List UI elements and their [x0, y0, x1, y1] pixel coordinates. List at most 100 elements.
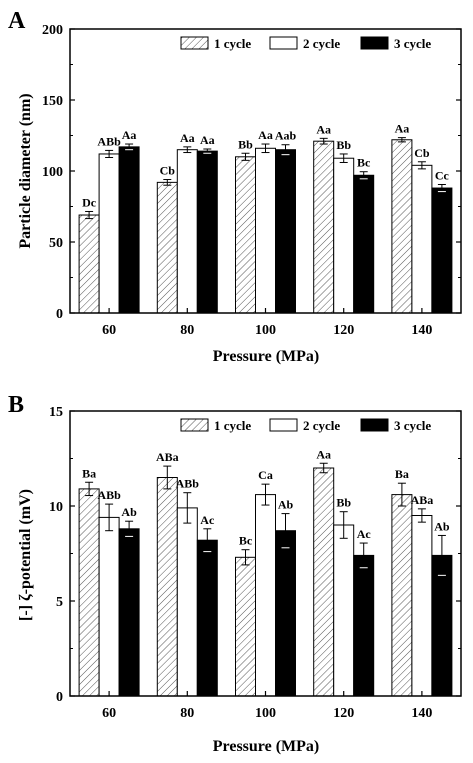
panel-b-data-label: Ca	[258, 468, 273, 482]
panel-b-x-tick-label: 80	[180, 706, 194, 721]
panel-b-data-label: Ac	[200, 513, 215, 527]
panel-a-data-label: Bc	[357, 156, 371, 170]
panel-a-x-tick-label: 140	[411, 323, 432, 338]
panel-b-x-axis-title: Pressure (MPa)	[213, 738, 319, 755]
panel-a-bar	[333, 157, 355, 314]
panel-a-legend-label: 1 cycle	[214, 36, 251, 51]
panel-b: B 051015BaABbAb60ABaABbAc80BcCaAb100AaBb…	[8, 392, 462, 755]
panel-a-bar	[255, 147, 276, 314]
panel-b-legend-label: 2 cycle	[303, 418, 340, 433]
panel-a-data-label: Aa	[180, 131, 195, 145]
panel-b-bar	[275, 530, 296, 697]
panel-a-x-tick-label: 120	[333, 323, 354, 338]
panel-a-bar	[235, 156, 256, 314]
panel-a-x-axis-title: Pressure (MPa)	[213, 348, 319, 365]
panel-a-bar	[78, 214, 100, 314]
panel-a-y-tick-label: 150	[42, 94, 63, 109]
panel-b-y-tick-label: 15	[49, 405, 63, 420]
panel-a-data-label: Aa	[258, 128, 273, 142]
panel-b-legend-label: 3 cycle	[394, 418, 431, 433]
panel-a-legend-label: 3 cycle	[394, 36, 431, 51]
panel-a-y-tick-label: 100	[42, 165, 63, 180]
panel-b-bar	[235, 556, 256, 697]
panel-a-data-label: Cc	[435, 168, 450, 182]
panel-b-legend-swatch	[360, 418, 389, 432]
panel-b-legend-swatch	[180, 418, 209, 432]
panel-b-data-label: Ba	[395, 467, 409, 481]
panel-b-y-tick-label: 0	[56, 690, 63, 705]
panel-b-plot-frame	[69, 410, 462, 697]
panel-b-y-tick-label: 10	[49, 500, 63, 515]
panel-a-y-tick-label: 200	[42, 23, 63, 38]
panel-a-data-label: Aa	[122, 128, 137, 142]
panel-a-letter: A	[8, 8, 26, 34]
panel-b-bar	[98, 516, 120, 697]
panel-a-legend-label: 2 cycle	[303, 36, 340, 51]
panel-a-data-label: Aa	[200, 133, 215, 147]
panel-b-bar	[156, 477, 178, 697]
panel-a-data-label: ABb	[97, 134, 121, 148]
panel-a-bar	[411, 164, 433, 314]
panel-b-data-label: Ab	[434, 519, 450, 533]
panel-b-legend-swatch	[269, 418, 298, 432]
panel-b-bar	[255, 494, 276, 697]
panel-b-bar	[353, 554, 375, 697]
panel-b-data-label: Bc	[239, 534, 253, 548]
panel-b-bar	[313, 467, 335, 697]
panel-a-bar	[156, 181, 178, 314]
panel-b-bar	[391, 494, 413, 697]
panel-a-y-axis-title: Particle diameter (nm)	[17, 93, 34, 248]
panel-b-data-label: Ba	[82, 466, 96, 480]
panel-b-data-label: Ac	[357, 527, 372, 541]
panel-a-y-tick-label: 50	[49, 236, 63, 251]
panel-a-data-label: Bb	[238, 137, 253, 151]
panel-b-bar	[431, 554, 453, 697]
panel-b-data-label: ABa	[156, 450, 179, 464]
panel-b-x-tick-label: 100	[255, 706, 276, 721]
panel-b-x-tick-label: 60	[102, 706, 116, 721]
panel-a-data-label: Bb	[336, 138, 351, 152]
panel-b-x-tick-label: 140	[411, 706, 432, 721]
panel-b-data-label: ABa	[411, 493, 434, 507]
panel-b-bar	[176, 507, 198, 697]
panel-a-plot-frame	[69, 28, 462, 314]
panel-b-bar	[333, 524, 355, 697]
panel-b-bar	[78, 488, 100, 697]
panel-b-x-tick-label: 120	[333, 706, 354, 721]
panel-a-bar	[176, 149, 198, 314]
panel-a-data-label: Cb	[414, 146, 430, 160]
panel-b-legend-label: 1 cycle	[214, 418, 251, 433]
panel-a-x-tick-label: 60	[102, 323, 116, 338]
panel-b-data-label: ABb	[176, 477, 200, 491]
panel-b-y-axis-title: [-] ζ-potential (mV)	[17, 489, 34, 621]
panel-b-bar	[118, 528, 140, 697]
panel-a-bar	[431, 187, 453, 314]
panel-a-data-label: Aab	[275, 129, 297, 143]
panel-a-data-label: Dc	[82, 195, 97, 209]
panel-a-legend-swatch	[269, 36, 298, 50]
panel-b-y-tick-label: 5	[56, 595, 63, 610]
panel-a-data-label: Aa	[395, 122, 410, 136]
panel-b-data-label: Ab	[121, 505, 137, 519]
panel-b-data-label: Ab	[278, 498, 294, 512]
panel-a-legend-swatch	[360, 36, 389, 50]
panel-b-marks: 051015BaABbAb60ABaABbAc80BcCaAb100AaBbAc…	[49, 405, 462, 721]
panel-b-data-label: Aa	[316, 447, 331, 461]
panel-a-bar	[196, 150, 218, 314]
panel-a-legend-swatch	[180, 36, 209, 50]
panel-a-y-tick-label: 0	[56, 307, 63, 322]
panel-a-bar	[313, 140, 335, 314]
panel-b-bar	[411, 515, 433, 697]
panel-b-data-label: ABb	[97, 488, 121, 502]
panel-a-bar	[118, 146, 140, 314]
panel-a-bar	[353, 174, 375, 314]
panel-a-x-tick-label: 100	[255, 323, 276, 338]
panel-a-x-tick-label: 80	[180, 323, 194, 338]
panel-a-bar	[275, 149, 296, 314]
panel-a-data-label: Aa	[316, 122, 331, 136]
panel-a-bar	[98, 153, 120, 314]
panel-b-letter: B	[8, 392, 24, 418]
